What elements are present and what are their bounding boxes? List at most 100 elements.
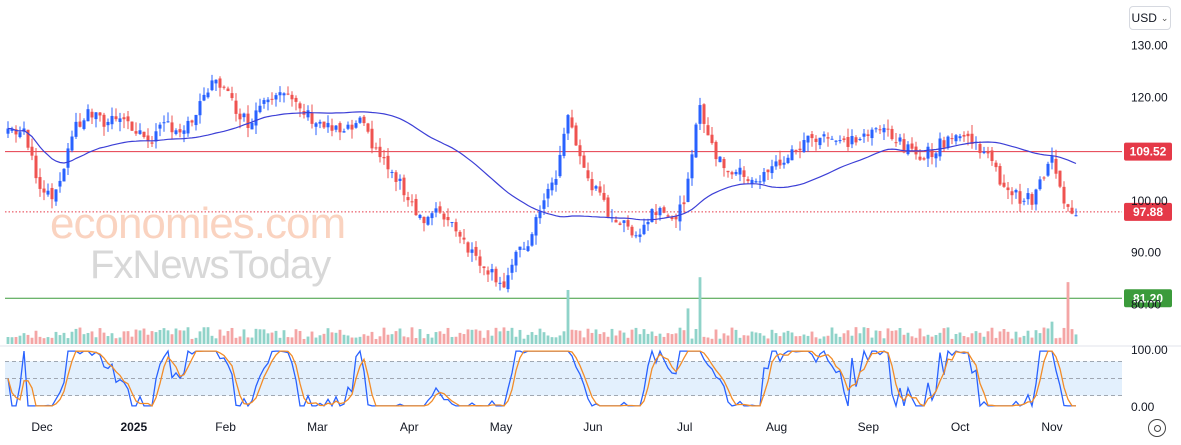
time-label-9: Sep: [858, 420, 880, 434]
volume-bar: [22, 333, 26, 344]
volume-bar: [114, 338, 118, 344]
volume-bar: [942, 328, 946, 344]
candle-body: [266, 99, 270, 103]
volume-bar: [818, 338, 822, 344]
candle-body: [978, 143, 982, 154]
volume-bar: [574, 330, 578, 344]
currency-selector[interactable]: USD ⌄: [1129, 6, 1171, 30]
volume-bar: [218, 329, 222, 344]
candle-body: [214, 79, 218, 84]
candle-body: [982, 151, 986, 154]
candle-body: [690, 154, 694, 179]
candle-body: [334, 125, 338, 130]
candle-body: [622, 220, 626, 223]
volume-bar: [18, 335, 22, 344]
volume-bar: [898, 328, 902, 344]
candle-body: [130, 121, 134, 131]
price-axis: 109.52 97.88 81.20 130.00 120.00 100.00 90.00 8…: [1124, 39, 1172, 414]
volume-bar: [934, 335, 938, 344]
candle-body: [794, 149, 798, 151]
candle-body: [598, 186, 602, 193]
volume-bar: [642, 329, 646, 344]
volume-bar: [274, 330, 278, 344]
candle-body: [898, 137, 902, 142]
candle-body: [1038, 179, 1042, 190]
volume-bar: [138, 330, 142, 344]
volume-bar: [438, 331, 442, 344]
candle-body: [1002, 182, 1006, 187]
volume-bar: [118, 337, 122, 344]
candle-body: [106, 121, 110, 126]
oscillator-line-1: [7, 350, 1076, 407]
candle-body: [162, 122, 166, 124]
candle-body: [314, 123, 318, 127]
volume-bar: [670, 334, 674, 344]
candle-body: [818, 137, 822, 146]
volume-bar: [186, 327, 190, 344]
candle-body: [538, 211, 542, 219]
time-label-2: Feb: [215, 420, 236, 434]
volume-bar: [1034, 330, 1038, 344]
candle-body: [594, 186, 598, 189]
volume-bar: [134, 329, 138, 344]
candle-body: [966, 133, 970, 137]
volume-bar: [982, 336, 986, 344]
volume-bar: [526, 334, 530, 344]
candle-body: [650, 209, 654, 223]
volume-bar: [874, 330, 878, 344]
volume-bar: [798, 336, 802, 344]
candle-body: [834, 140, 838, 142]
volume-bar: [514, 336, 518, 344]
candle-body: [566, 115, 570, 134]
volume-bar: [410, 327, 414, 344]
volume-bar: [42, 338, 46, 344]
volume-bar: [238, 336, 242, 344]
volume-bar: [242, 329, 246, 344]
candle-body: [454, 222, 458, 232]
volume-bar: [894, 330, 898, 344]
volume-bar: [470, 329, 474, 344]
volume-bar: [494, 327, 498, 344]
candle-body: [502, 281, 506, 288]
candle-body: [754, 181, 758, 183]
candle-body: [278, 92, 282, 96]
volume-bar: [698, 277, 702, 344]
volume-bar: [838, 336, 842, 344]
settings-gear-icon[interactable]: [1148, 419, 1166, 437]
volume-bar: [338, 329, 342, 344]
candle-body: [998, 166, 1002, 185]
candle-body: [934, 153, 938, 159]
candle-body: [438, 206, 442, 213]
volume-bar: [1062, 327, 1066, 344]
volume-bar: [330, 332, 334, 344]
oscillator-pane: [0, 345, 1181, 409]
price-tick-3: 90.00: [1131, 246, 1161, 260]
volume-bar: [122, 331, 126, 344]
time-label-8: Aug: [766, 420, 787, 434]
price-tick-2: 100.00: [1131, 194, 1168, 208]
volume-bar: [842, 333, 846, 344]
volume-bar: [462, 334, 466, 344]
volume-bar: [270, 332, 274, 344]
volume-bar: [730, 327, 734, 344]
candle-body: [1070, 207, 1074, 214]
volume-bar: [106, 336, 110, 344]
candle-body: [642, 224, 646, 235]
candle-body: [570, 117, 574, 128]
candle-body: [750, 179, 754, 184]
volume-bar: [686, 308, 690, 344]
volume-bar: [886, 328, 890, 344]
volume-bar: [938, 332, 942, 344]
volume-bar: [26, 334, 30, 344]
volume-bar: [362, 334, 366, 344]
volume-bar: [490, 335, 494, 344]
candle-body: [678, 204, 682, 222]
candle-body: [1030, 194, 1034, 205]
volume-bar: [66, 338, 70, 344]
candle-body: [270, 98, 274, 100]
volume-bar: [946, 327, 950, 344]
oscillator-band: [5, 361, 1122, 396]
volume-bar: [290, 337, 294, 344]
volume-bar: [554, 337, 558, 344]
